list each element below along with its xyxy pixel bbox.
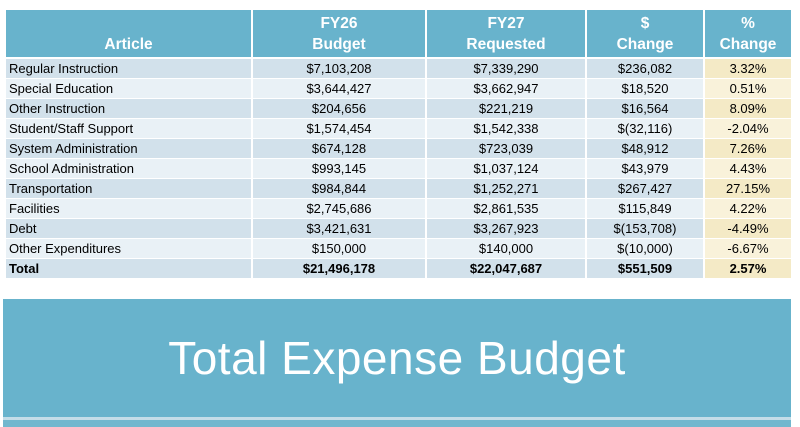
cell-dollar-change: $(153,708): [587, 219, 703, 238]
cell-fy26-budget: $3,421,631: [253, 219, 425, 238]
column-header-line1: FY26: [320, 15, 358, 32]
cell-dollar-change: $(32,116): [587, 119, 703, 138]
column-header-line2: Change: [616, 36, 674, 53]
cell-pct-change: -6.67%: [705, 239, 791, 258]
banner-edge-line: [3, 417, 791, 420]
cell-fy27-requested: $1,252,271: [427, 179, 585, 198]
table-row: Student/Staff Support $1,574,454 $1,542,…: [6, 119, 791, 138]
cell-article: Debt: [6, 219, 251, 238]
cell-fy26-budget: $2,745,686: [253, 199, 425, 218]
column-header-line2: Requested: [466, 36, 546, 53]
cell-fy27-requested: $1,542,338: [427, 119, 585, 138]
table-row: Other Instruction $204,656 $221,219 $16,…: [6, 99, 791, 118]
table-row: Debt $3,421,631 $3,267,923 $(153,708) -4…: [6, 219, 791, 238]
column-header-fy27-requested: FY27 Requested: [427, 10, 585, 57]
cell-fy26-budget: $984,844: [253, 179, 425, 198]
title-banner: Total Expense Budget: [3, 299, 791, 417]
cell-article: System Administration: [6, 139, 251, 158]
cell-article: Student/Staff Support: [6, 119, 251, 138]
cell-fy27-requested: $7,339,290: [427, 59, 585, 78]
column-header-line2: Budget: [312, 36, 366, 53]
table-header-row: Article FY26 Budget FY27 Requested $ Cha…: [6, 10, 791, 57]
cell-article: School Administration: [6, 159, 251, 178]
cell-fy27-requested: $3,662,947: [427, 79, 585, 98]
cell-article: Other Expenditures: [6, 239, 251, 258]
column-header-article: Article: [6, 10, 251, 57]
cell-article: Regular Instruction: [6, 59, 251, 78]
cell-fy27-requested: $3,267,923: [427, 219, 585, 238]
cell-fy27-requested: $1,037,124: [427, 159, 585, 178]
cell-pct-change: 0.51%: [705, 79, 791, 98]
column-header-line1: FY27: [487, 15, 525, 32]
cell-fy26-budget: $204,656: [253, 99, 425, 118]
cell-article: Transportation: [6, 179, 251, 198]
column-header-line1: %: [741, 15, 755, 32]
cell-fy26-budget: $150,000: [253, 239, 425, 258]
cell-dollar-change: $18,520: [587, 79, 703, 98]
cell-fy26-budget: $1,574,454: [253, 119, 425, 138]
cell-fy27-requested: $221,219: [427, 99, 585, 118]
cell-pct-change: -4.49%: [705, 219, 791, 238]
next-element-top-strip: [3, 420, 791, 427]
cell-fy27-requested: $22,047,687: [427, 259, 585, 278]
cell-pct-change: 4.22%: [705, 199, 791, 218]
cell-pct-change: 27.15%: [705, 179, 791, 198]
column-header-line1: $: [640, 15, 650, 32]
cell-pct-change: 8.09%: [705, 99, 791, 118]
cell-fy26-budget: $3,644,427: [253, 79, 425, 98]
column-header-line2: Article: [104, 36, 153, 53]
column-header-pct-change: % Change: [705, 10, 791, 57]
cell-pct-change: 4.43%: [705, 159, 791, 178]
table-row: Total $21,496,178 $22,047,687 $551,509 2…: [6, 259, 791, 278]
table-row: Facilities $2,745,686 $2,861,535 $115,84…: [6, 199, 791, 218]
cell-dollar-change: $551,509: [587, 259, 703, 278]
cell-pct-change: -2.04%: [705, 119, 791, 138]
cell-fy27-requested: $140,000: [427, 239, 585, 258]
column-header-line2: Change: [719, 36, 777, 53]
cell-article: Special Education: [6, 79, 251, 98]
cell-pct-change: 7.26%: [705, 139, 791, 158]
cell-fy26-budget: $993,145: [253, 159, 425, 178]
cell-dollar-change: $43,979: [587, 159, 703, 178]
column-header-dollar-change: $ Change: [587, 10, 703, 57]
column-header-fy26-budget: FY26 Budget: [253, 10, 425, 57]
budget-table: Article FY26 Budget FY27 Requested $ Cha…: [6, 10, 791, 279]
table-row: Other Expenditures $150,000 $140,000 $(1…: [6, 239, 791, 258]
cell-article: Facilities: [6, 199, 251, 218]
cell-article: Other Instruction: [6, 99, 251, 118]
cell-pct-change: 2.57%: [705, 259, 791, 278]
table-row: Transportation $984,844 $1,252,271 $267,…: [6, 179, 791, 198]
table-body: Regular Instruction $7,103,208 $7,339,29…: [6, 59, 791, 278]
table-row: System Administration $674,128 $723,039 …: [6, 139, 791, 158]
cell-dollar-change: $115,849: [587, 199, 703, 218]
cell-dollar-change: $16,564: [587, 99, 703, 118]
cell-dollar-change: $267,427: [587, 179, 703, 198]
cell-fy27-requested: $723,039: [427, 139, 585, 158]
cell-article: Total: [6, 259, 251, 278]
table-row: School Administration $993,145 $1,037,12…: [6, 159, 791, 178]
cell-pct-change: 3.32%: [705, 59, 791, 78]
cell-fy26-budget: $674,128: [253, 139, 425, 158]
cell-dollar-change: $48,912: [587, 139, 703, 158]
cell-fy27-requested: $2,861,535: [427, 199, 585, 218]
cell-dollar-change: $236,082: [587, 59, 703, 78]
table-row: Special Education $3,644,427 $3,662,947 …: [6, 79, 791, 98]
slide-title: Total Expense Budget: [168, 332, 626, 384]
cell-fy26-budget: $21,496,178: [253, 259, 425, 278]
table-row: Regular Instruction $7,103,208 $7,339,29…: [6, 59, 791, 78]
cell-fy26-budget: $7,103,208: [253, 59, 425, 78]
cell-dollar-change: $(10,000): [587, 239, 703, 258]
